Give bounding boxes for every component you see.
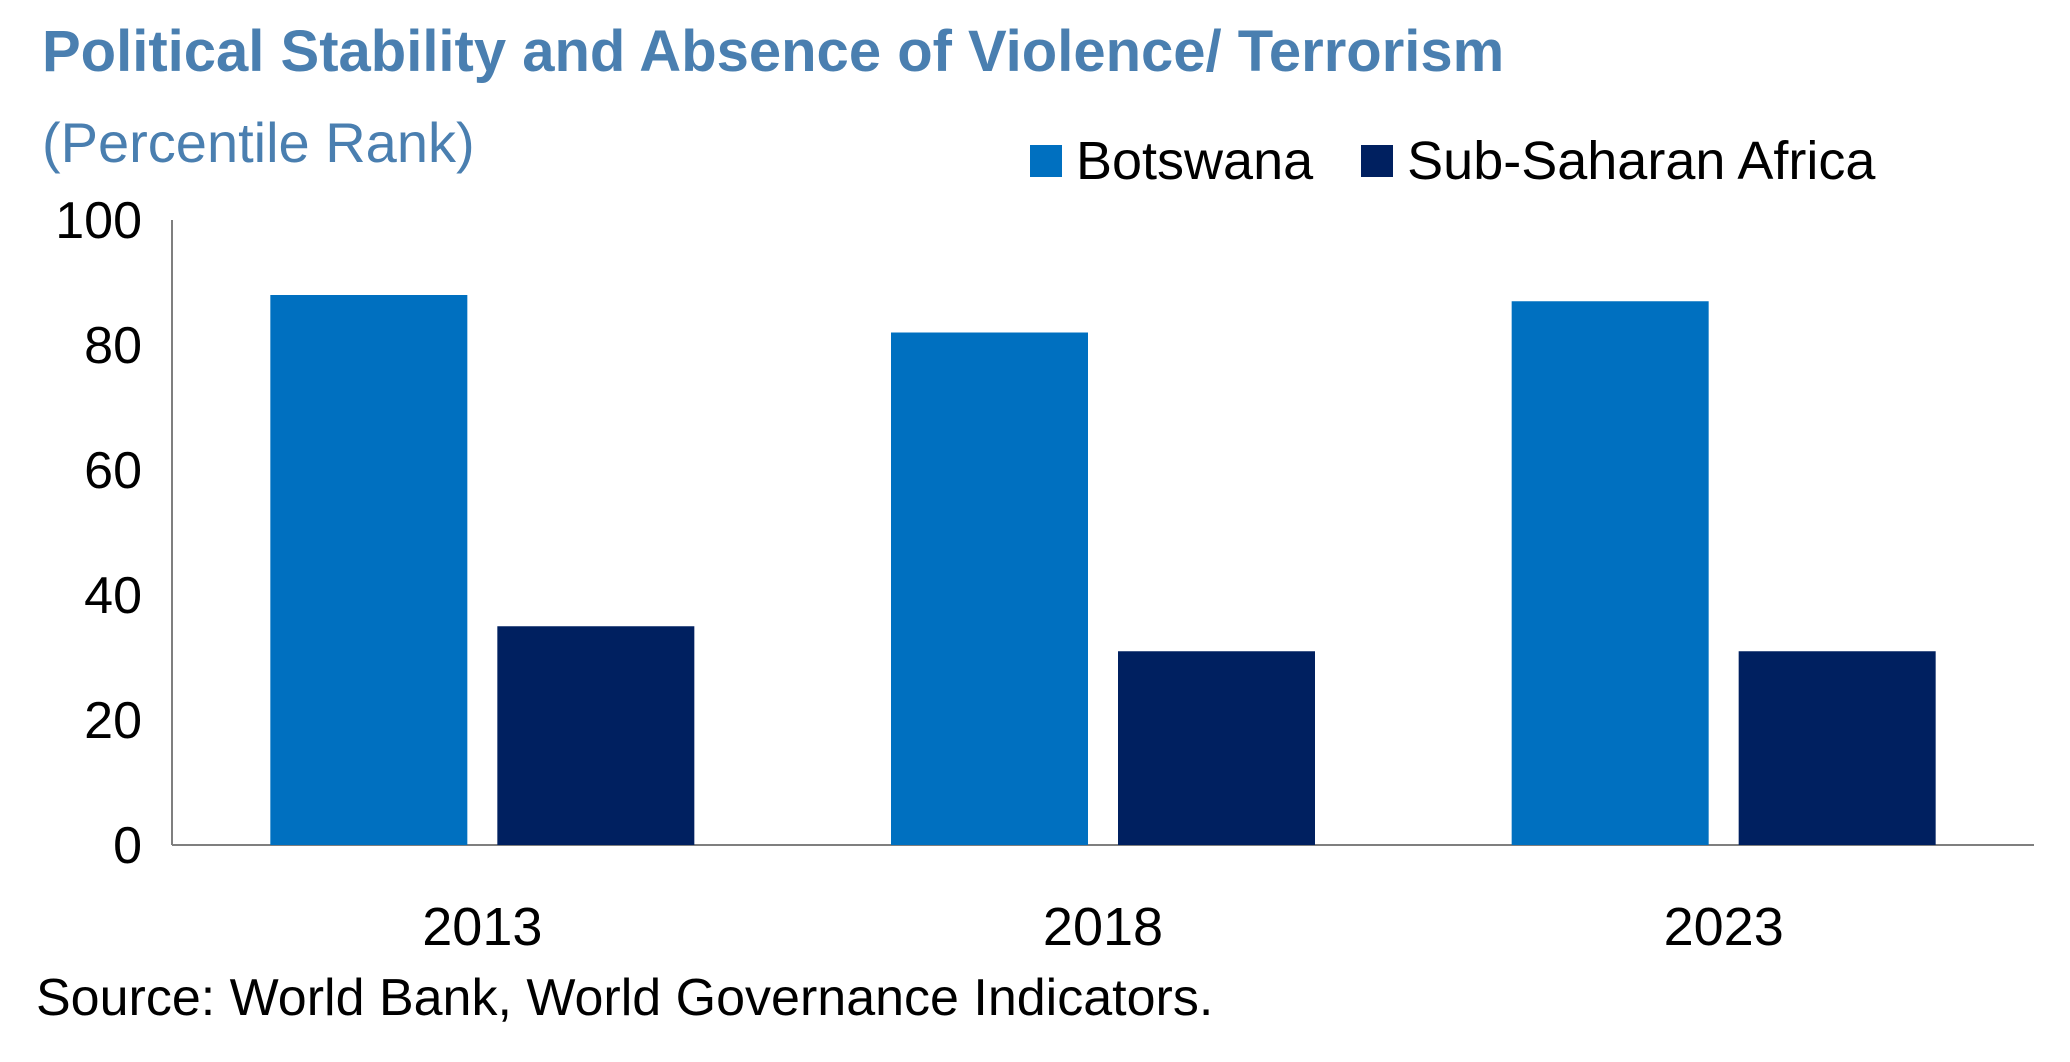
bar-botswana-2023 bbox=[1511, 301, 1709, 845]
chart-legend: Botswana Sub-Saharan Africa bbox=[1030, 130, 1875, 192]
y-tick-label: 100 bbox=[55, 192, 142, 250]
legend-item-botswana: Botswana bbox=[1030, 130, 1313, 192]
y-tick-label: 60 bbox=[84, 442, 142, 500]
bar-botswana-2013 bbox=[270, 295, 468, 845]
chart-title: Political Stability and Absence of Viole… bbox=[42, 19, 1505, 84]
x-tick-label: 2018 bbox=[1043, 897, 1163, 957]
x-tick-label: 2023 bbox=[1664, 897, 1784, 957]
y-tick-label: 40 bbox=[84, 567, 142, 625]
legend-label-sub-saharan-africa: Sub-Saharan Africa bbox=[1407, 131, 1876, 191]
source-note: Source: World Bank, World Governance Ind… bbox=[36, 969, 1214, 1027]
bar-sub-saharan-africa-2018 bbox=[1118, 651, 1315, 845]
legend-item-sub-saharan-africa: Sub-Saharan Africa bbox=[1361, 130, 1875, 192]
legend-swatch-botswana bbox=[1030, 145, 1062, 177]
y-tick-label: 0 bbox=[113, 817, 142, 875]
legend-swatch-sub-saharan-africa bbox=[1361, 145, 1394, 177]
y-tick-label: 20 bbox=[84, 692, 142, 750]
x-tick-label: 2013 bbox=[422, 897, 542, 957]
legend-label-botswana: Botswana bbox=[1076, 131, 1314, 191]
bar-sub-saharan-africa-2013 bbox=[497, 626, 695, 845]
chart-subtitle: (Percentile Rank) bbox=[42, 111, 475, 174]
y-tick-label: 80 bbox=[84, 317, 142, 375]
bar-sub-saharan-africa-2023 bbox=[1738, 651, 1936, 845]
bar-botswana-2018 bbox=[891, 332, 1088, 845]
